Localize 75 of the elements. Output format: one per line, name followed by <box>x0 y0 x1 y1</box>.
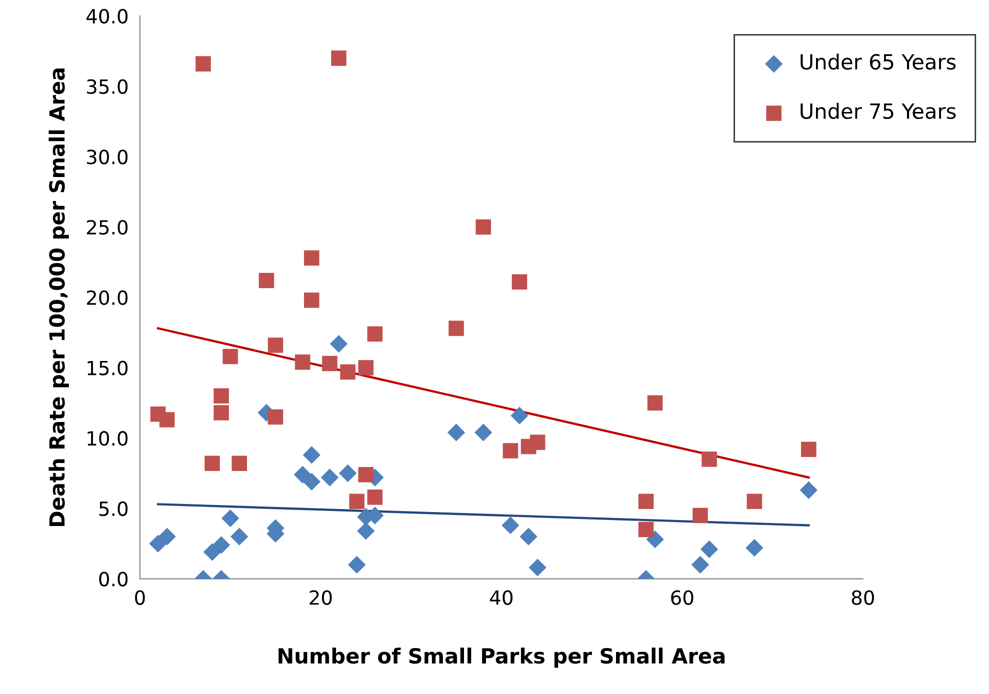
point <box>330 334 348 353</box>
point <box>502 516 520 534</box>
point <box>502 443 518 458</box>
point <box>349 494 364 510</box>
point <box>358 467 374 482</box>
y-tick-label: 35.0 <box>87 79 128 94</box>
point <box>746 539 764 557</box>
legend-label: Under 65 Years <box>800 54 956 70</box>
x-tick-label: 40 <box>490 590 513 605</box>
x-axis-title: Number of Small Parks per Small Area <box>278 648 725 668</box>
point <box>268 409 284 425</box>
point <box>196 56 211 72</box>
x-tick-label: 20 <box>310 590 332 605</box>
point <box>214 405 229 420</box>
point <box>800 481 818 499</box>
point <box>258 272 274 288</box>
x-tick-label: 0 <box>135 590 145 605</box>
point <box>691 556 710 574</box>
y-tick-label: 40.0 <box>86 8 128 24</box>
point <box>268 338 284 353</box>
point <box>512 274 528 290</box>
point <box>230 528 248 546</box>
y-tick-label: 15.0 <box>88 360 128 376</box>
point <box>221 509 240 528</box>
y-tick-label: 25.0 <box>86 220 128 235</box>
point <box>367 490 383 505</box>
x-tick-label: 80 <box>852 590 874 605</box>
point <box>214 388 229 404</box>
point <box>320 468 339 486</box>
point <box>222 348 238 364</box>
point <box>474 424 492 442</box>
point <box>294 466 312 484</box>
point <box>692 508 708 524</box>
point <box>331 50 346 66</box>
point <box>448 320 464 336</box>
y-tick-label: 5.0 <box>99 501 128 516</box>
point <box>801 442 816 457</box>
point <box>302 446 320 464</box>
point <box>212 536 230 554</box>
point <box>530 434 546 450</box>
point <box>746 494 762 510</box>
y-tick-label: 20.0 <box>86 290 128 306</box>
point <box>638 522 654 538</box>
point <box>204 456 220 472</box>
point <box>302 472 320 491</box>
point <box>358 360 374 376</box>
point <box>159 412 175 428</box>
point <box>322 356 338 372</box>
point <box>367 326 383 342</box>
point <box>528 558 546 576</box>
point <box>646 530 664 548</box>
point <box>447 424 466 442</box>
point <box>158 528 176 546</box>
y-tick-label: 0.0 <box>99 572 128 586</box>
point <box>304 292 320 308</box>
y-axis-title: Death Rate per 100,000 per Small Area <box>48 68 69 526</box>
point <box>304 250 320 266</box>
point <box>348 556 366 574</box>
point <box>340 364 356 380</box>
point <box>702 452 717 467</box>
y-tick-label: 10.0 <box>88 431 128 446</box>
point <box>700 540 718 558</box>
point <box>638 494 654 510</box>
point <box>520 528 538 546</box>
point <box>338 464 357 482</box>
legend-label: Under 75 Years <box>800 102 956 120</box>
point <box>232 456 247 472</box>
point <box>647 395 663 411</box>
point <box>510 406 528 424</box>
point <box>357 522 375 540</box>
x-tick-label: 60 <box>671 590 694 605</box>
point <box>476 219 491 235</box>
point <box>294 354 310 370</box>
y-tick-label: 30.0 <box>87 150 128 164</box>
point <box>203 543 222 561</box>
